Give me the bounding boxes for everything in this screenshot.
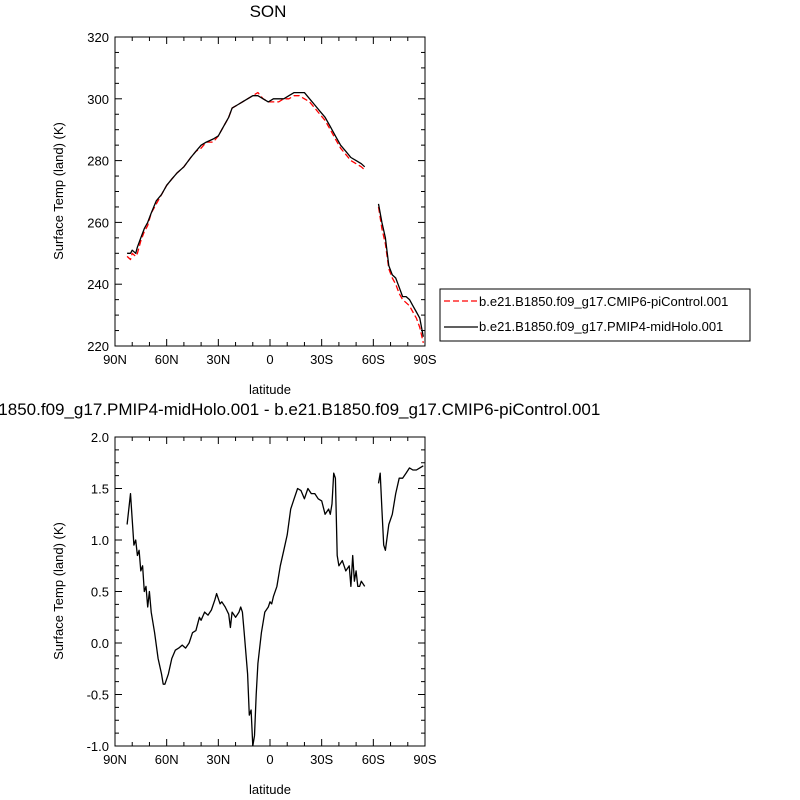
- top-series-0-segment-1: [377, 206, 424, 344]
- bottom-y-tick-label: 1.5: [91, 482, 109, 497]
- bottom-x-tick-label: 90N: [103, 752, 127, 767]
- top-series-lines: [126, 91, 424, 344]
- bottom-x-tick-label: 60S: [362, 752, 385, 767]
- bottom-x-tick-label: 30N: [206, 752, 230, 767]
- bottom-y-tick-label: 0.0: [91, 636, 109, 651]
- top-x-tick-label: 0: [266, 352, 273, 367]
- top-y-tick-label: 220: [87, 339, 109, 354]
- legend-label-picontrol: b.e21.B1850.f09_g17.CMIP6-piControl.001: [479, 294, 728, 309]
- top-series-0-segment-0: [126, 91, 366, 261]
- top-y-tick-label: 280: [87, 154, 109, 169]
- legend-box: [439, 288, 751, 342]
- bottom-axis-ticks: 90N 60N 30N 0 30S 60S 90S -1.0 -0.5 0.0 0.5 1.0 1.5 2…: [87, 430, 437, 767]
- top-plot-area: [126, 91, 424, 344]
- top-x-axis-label: latitude: [249, 382, 291, 397]
- top-x-tick-label: 30N: [206, 352, 230, 367]
- bottom-y-tick-label: 1.0: [91, 533, 109, 548]
- bottom-series-lines: [126, 465, 424, 746]
- bottom-chart-title: b.e21.B1850.f09_g17.PMIP4-midHolo.001 - …: [0, 400, 600, 419]
- bottom-x-axis-label: latitude: [249, 782, 291, 797]
- top-y-tick-label: 300: [87, 92, 109, 107]
- top-series-1-segment-0: [127, 91, 366, 254]
- legend-label-midholo: b.e21.B1850.f09_g17.PMIP4-midHolo.001: [479, 319, 723, 334]
- bottom-series-0-segment-1: [377, 465, 424, 551]
- bottom-y-axis-label: Surface Temp (land) (K): [51, 522, 66, 660]
- top-plot-frame: [114, 36, 426, 347]
- legend: b.e21.B1850.f09_g17.CMIP6-piControl.001 …: [439, 288, 751, 342]
- top-x-tick-label: 60S: [362, 352, 385, 367]
- top-x-tick-label: 90S: [413, 352, 436, 367]
- bottom-x-tick-label: 90S: [413, 752, 436, 767]
- top-series-1-segment-1: [377, 203, 424, 337]
- bottom-chart: b.e21.B1850.f09_g17.PMIP4-midHolo.001 - …: [0, 400, 600, 797]
- top-x-tick-label: 90N: [103, 352, 127, 367]
- top-y-axis-label: Surface Temp (land) (K): [51, 122, 66, 260]
- bottom-x-tick-label: 60N: [155, 752, 179, 767]
- bottom-x-tick-label: 0: [266, 752, 273, 767]
- top-axis-ticks: 90N 60N 30N 0 30S 60S 90S 220 240 260 280 300 320: [87, 30, 437, 367]
- top-x-tick-label: 30S: [310, 352, 333, 367]
- bottom-x-tick-label: 30S: [310, 752, 333, 767]
- top-y-tick-label: 320: [87, 30, 109, 45]
- top-x-tick-label: 60N: [155, 352, 179, 367]
- bottom-plot-area: [126, 465, 424, 746]
- bottom-y-tick-label: -1.0: [87, 739, 109, 754]
- bottom-y-tick-label: 0.5: [91, 585, 109, 600]
- bottom-y-tick-label: 2.0: [91, 430, 109, 445]
- top-y-tick-label: 240: [87, 277, 109, 292]
- top-chart: SON 90N 60N 30N 0 30S 60S 90S 220 240 260 280 300 32…: [51, 2, 437, 397]
- bottom-y-tick-label: -0.5: [87, 688, 109, 703]
- top-y-tick-label: 260: [87, 215, 109, 230]
- bottom-series-0-segment-0: [126, 472, 366, 746]
- top-chart-title: SON: [250, 2, 287, 21]
